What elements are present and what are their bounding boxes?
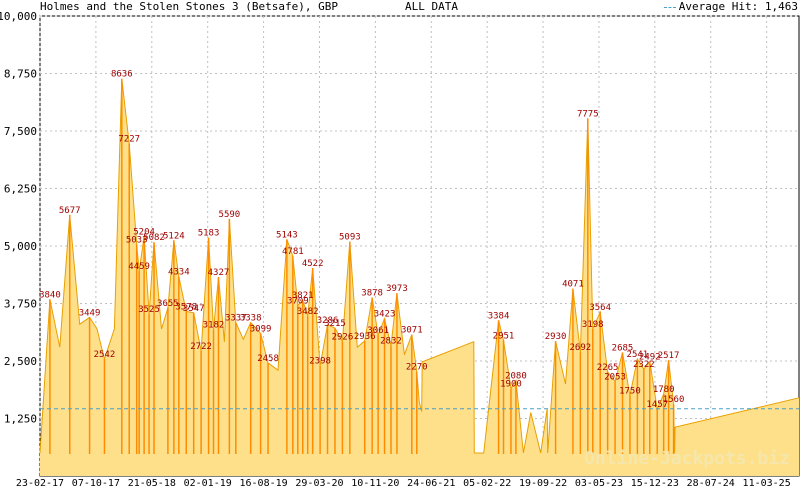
hit-value-label: 4334 <box>168 268 190 278</box>
hit-value-label: 1750 <box>619 387 641 397</box>
hit-value-label: 2936 <box>354 332 376 342</box>
hit-value-label: 4327 <box>208 268 230 278</box>
hit-value-label: 2458 <box>257 354 279 364</box>
x-tick-label: 16-08-19 <box>239 478 287 489</box>
chart-subtitle: ALL DATA <box>405 0 458 13</box>
x-tick-label: 02-01-19 <box>184 478 232 489</box>
hit-value-label: 3564 <box>589 303 611 313</box>
x-tick-label: 11-03-25 <box>743 478 791 489</box>
hit-value-label: 2270 <box>406 363 428 373</box>
hit-value-label: 3482 <box>297 307 319 317</box>
legend-average-swatch <box>663 6 676 8</box>
hit-value-label: 2517 <box>658 351 680 361</box>
hit-value-label: 4781 <box>282 247 304 257</box>
y-tick-label: 3,750 <box>4 298 37 311</box>
hit-value-label: 5093 <box>339 233 361 243</box>
hit-value-label: 5143 <box>276 230 298 240</box>
hit-value-label: 5082 <box>143 233 165 243</box>
hit-value-label: 3973 <box>386 284 408 294</box>
hit-value-label: 5204 <box>133 228 155 238</box>
x-tick-label: 29-03-20 <box>295 478 343 489</box>
legend: Average Hit: 1,463 <box>663 0 798 13</box>
hit-value-label: 1900 <box>500 380 522 390</box>
y-tick-label: 10,000 <box>0 10 37 23</box>
hit-value-label: 2080 <box>505 371 527 381</box>
legend-average-label: Average Hit: 1,463 <box>678 0 798 13</box>
hit-value-label: 2398 <box>309 357 331 367</box>
hit-value-label: 3338 <box>240 313 262 323</box>
hit-value-label: 3449 <box>79 308 101 318</box>
hit-value-label: 2053 <box>604 373 626 383</box>
y-tick-label: 7,500 <box>4 125 37 138</box>
hit-value-label: 2930 <box>545 332 567 342</box>
watermark: Online-Jackpots.biz <box>584 448 790 469</box>
hit-value-label: 1780 <box>653 385 675 395</box>
hit-value-label: 5677 <box>59 206 81 216</box>
hit-value-label: 3709 <box>287 296 309 306</box>
hit-value-label: 7227 <box>118 135 140 145</box>
x-tick-label: 23-02-17 <box>16 478 64 489</box>
x-tick-label: 05-02-22 <box>463 478 511 489</box>
x-tick-label: 21-05-18 <box>128 478 176 489</box>
hit-value-label: 1560 <box>663 395 685 405</box>
hit-value-label: 2832 <box>380 337 402 347</box>
y-tick-label: 2,500 <box>4 355 37 368</box>
hit-value-label: 3099 <box>250 324 272 334</box>
hit-value-label: 2322 <box>633 360 655 370</box>
hit-value-label: 3337 <box>225 313 247 323</box>
hit-value-label: 2492 <box>639 352 661 362</box>
hit-value-label: 3071 <box>401 326 423 336</box>
chart-title: Holmes and the Stolen Stones 3 (Betsafe)… <box>40 0 339 13</box>
hit-value-label: 3878 <box>361 289 383 299</box>
hit-value-label: 3061 <box>367 326 389 336</box>
hit-value-label: 5590 <box>219 210 241 220</box>
hit-value-label: 3525 <box>138 305 160 315</box>
x-tick-label: 10-11-20 <box>351 478 399 489</box>
hit-value-label: 4459 <box>128 262 150 272</box>
y-tick-label: 5,000 <box>4 240 37 253</box>
hit-value-label: 3286 <box>317 316 339 326</box>
hit-value-label: 2951 <box>493 331 515 341</box>
hit-value-label: 3215 <box>324 319 346 329</box>
hit-value-label: 4522 <box>302 259 324 269</box>
x-tick-label: 28-07-24 <box>687 478 735 489</box>
hit-value-label: 3547 <box>183 304 205 314</box>
hit-value-label: 1457 <box>646 400 668 410</box>
hit-value-label: 3423 <box>374 310 396 320</box>
hit-value-label: 5183 <box>198 229 220 239</box>
y-tick-label: 6,250 <box>4 183 37 196</box>
hit-value-label: 4071 <box>562 280 584 290</box>
hit-value-label: 3821 <box>292 291 314 301</box>
hit-value-label: 2265 <box>597 363 619 373</box>
hit-value-label: 3840 <box>39 290 61 300</box>
x-tick-label: 03-05-23 <box>575 478 623 489</box>
hit-value-label: 8636 <box>111 70 133 80</box>
x-tick-label: 15-12-23 <box>631 478 679 489</box>
hit-value-label: 2685 <box>612 343 634 353</box>
hit-value-label: 3578 <box>175 302 197 312</box>
hit-value-label: 2926 <box>332 332 354 342</box>
x-tick-label: 19-09-22 <box>519 478 567 489</box>
hit-value-label: 2542 <box>94 350 116 360</box>
hit-value-label: 7775 <box>577 109 599 119</box>
hit-value-label: 3182 <box>203 321 225 331</box>
hit-value-label: 3198 <box>582 320 604 330</box>
x-tick-label: 07-10-17 <box>72 478 120 489</box>
y-tick-label: 1,250 <box>4 413 37 426</box>
y-tick-label: 8,750 <box>4 68 37 81</box>
hit-value-label: 3655 <box>157 299 179 309</box>
hit-value-label: 2722 <box>190 342 212 352</box>
hit-value-label: 5033 <box>126 235 148 245</box>
x-tick-label: 24-06-21 <box>407 478 455 489</box>
hit-value-label: 2541 <box>627 350 649 360</box>
hit-value-label: 5124 <box>163 231 185 241</box>
hit-value-label: 3384 <box>488 311 510 321</box>
hit-value-label: 2692 <box>570 343 592 353</box>
